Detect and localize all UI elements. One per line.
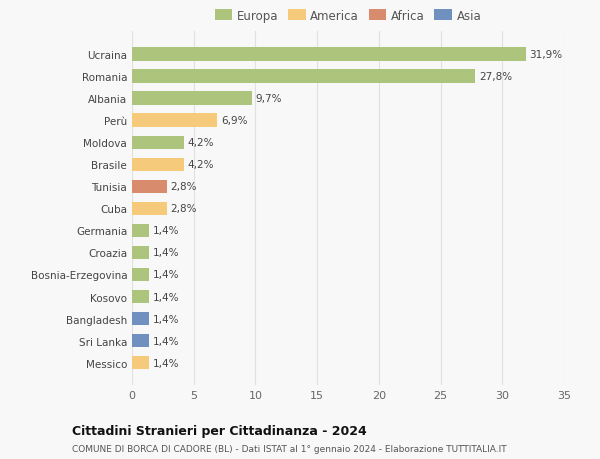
Text: 4,2%: 4,2% bbox=[188, 138, 214, 148]
Bar bbox=[132, 158, 184, 171]
Bar bbox=[132, 180, 167, 193]
Text: 1,4%: 1,4% bbox=[153, 226, 179, 236]
Bar bbox=[132, 202, 167, 215]
Text: 31,9%: 31,9% bbox=[529, 50, 563, 60]
Text: 6,9%: 6,9% bbox=[221, 116, 247, 126]
Text: 1,4%: 1,4% bbox=[153, 248, 179, 258]
Bar bbox=[132, 70, 475, 84]
Text: 1,4%: 1,4% bbox=[153, 292, 179, 302]
Text: 27,8%: 27,8% bbox=[479, 72, 512, 82]
Text: 9,7%: 9,7% bbox=[256, 94, 282, 104]
Bar bbox=[132, 92, 252, 106]
Text: 1,4%: 1,4% bbox=[153, 270, 179, 280]
Text: 1,4%: 1,4% bbox=[153, 358, 179, 368]
Bar bbox=[132, 224, 149, 237]
Bar bbox=[132, 312, 149, 325]
Text: COMUNE DI BORCA DI CADORE (BL) - Dati ISTAT al 1° gennaio 2024 - Elaborazione TU: COMUNE DI BORCA DI CADORE (BL) - Dati IS… bbox=[72, 444, 506, 453]
Text: 4,2%: 4,2% bbox=[188, 160, 214, 170]
Bar bbox=[132, 114, 217, 128]
Text: 1,4%: 1,4% bbox=[153, 314, 179, 324]
Bar bbox=[132, 290, 149, 303]
Legend: Europa, America, Africa, Asia: Europa, America, Africa, Asia bbox=[215, 10, 481, 22]
Bar bbox=[132, 268, 149, 281]
Bar bbox=[132, 334, 149, 347]
Text: 2,8%: 2,8% bbox=[170, 182, 197, 192]
Text: Cittadini Stranieri per Cittadinanza - 2024: Cittadini Stranieri per Cittadinanza - 2… bbox=[72, 425, 367, 437]
Bar bbox=[132, 356, 149, 369]
Bar bbox=[132, 246, 149, 259]
Text: 1,4%: 1,4% bbox=[153, 336, 179, 346]
Text: 2,8%: 2,8% bbox=[170, 204, 197, 214]
Bar bbox=[132, 48, 526, 62]
Bar bbox=[132, 136, 184, 150]
